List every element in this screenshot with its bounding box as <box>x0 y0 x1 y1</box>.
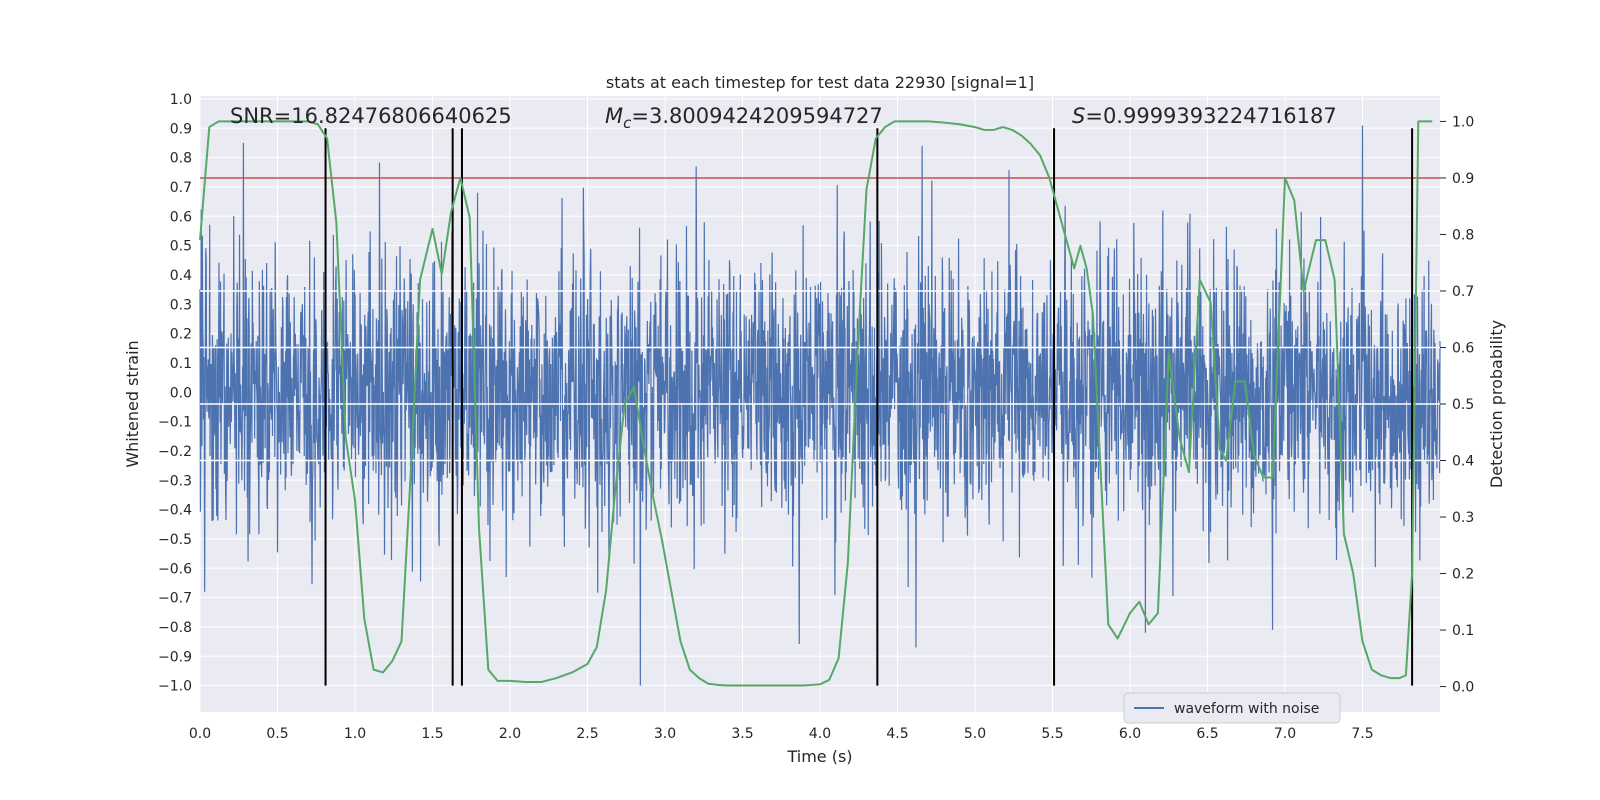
waveform-line <box>199 125 1441 686</box>
y2-tick-label-4: 0.6 <box>1452 340 1474 356</box>
x-tick-label-5: 2.5 <box>576 726 598 742</box>
y-tick-label-12: −0.2 <box>158 444 192 460</box>
probability-curve-0 <box>199 120 1433 687</box>
chirp-mass-symbol: M <box>605 104 623 128</box>
y2-tick-label-8: 0.2 <box>1452 567 1474 583</box>
y-tick-label-5: 0.5 <box>170 239 192 255</box>
y-tick-label-15: −0.5 <box>158 532 192 548</box>
x-tick-label-11: 5.5 <box>1041 726 1063 742</box>
y-tick-label-13: −0.3 <box>158 473 192 489</box>
x-tick-label-0: 0.0 <box>189 726 211 742</box>
x-tick-label-2: 1.0 <box>344 726 366 742</box>
legend-waveform-label: waveform with noise <box>1174 701 1319 717</box>
y-tick-label-11: −0.1 <box>158 415 192 431</box>
y2-tick-label-1: 0.9 <box>1452 171 1474 187</box>
x-tick-label-10: 5.0 <box>964 726 986 742</box>
chart-title: stats at each timestep for test data 229… <box>606 73 1034 92</box>
y-tick-label-16: −0.6 <box>158 561 192 577</box>
chirp-mass-annotation: Mc=3.8009424209594727 <box>605 104 883 132</box>
y-tick-label-17: −0.7 <box>158 591 192 607</box>
y-axis-label: Whitened strain <box>123 340 142 467</box>
x-tick-label-6: 3.0 <box>654 726 676 742</box>
y2-tick-label-7: 0.3 <box>1452 510 1474 526</box>
y-tick-label-3: 0.7 <box>170 180 192 196</box>
x-tick-label-3: 1.5 <box>421 726 443 742</box>
y-tick-label-0: 1.0 <box>170 92 192 108</box>
score-annotation: S=0.9999393224716187 <box>1072 104 1337 128</box>
x-tick-label-15: 7.5 <box>1351 726 1373 742</box>
y2-tick-label-2: 0.8 <box>1452 227 1474 243</box>
y-tick-label-6: 0.4 <box>170 268 192 284</box>
y-tick-label-8: 0.2 <box>170 327 192 343</box>
y-tick-label-19: −0.9 <box>158 649 192 665</box>
chirp-mass-subscript: c <box>623 114 632 132</box>
y-tick-label-1: 0.9 <box>170 121 192 137</box>
y2-tick-label-0: 1.0 <box>1452 114 1474 130</box>
axes-ticks: 0.0 0.5 1.0 1.5 2.0 2.5 3.0 3.5 4.0 4.5 5.0 5.5 6.0 6… <box>158 92 1474 742</box>
waveform-series <box>199 125 1441 686</box>
x-tick-label-8: 4.0 <box>809 726 831 742</box>
y-tick-label-9: 0.1 <box>170 356 192 372</box>
x-tick-label-4: 2.0 <box>499 726 521 742</box>
chirp-mass-value: =3.8009424209594727 <box>631 104 882 128</box>
y2-tick-label-10: 0.0 <box>1452 680 1474 696</box>
x-tick-label-13: 6.5 <box>1196 726 1218 742</box>
score-value: =0.9999393224716187 <box>1085 104 1336 128</box>
y-tick-label-2: 0.8 <box>170 151 192 167</box>
legend-box <box>1123 692 1341 724</box>
y2-tick-label-5: 0.5 <box>1452 397 1474 413</box>
score-symbol: S <box>1072 104 1085 128</box>
y2-tick-label-6: 0.4 <box>1452 454 1474 470</box>
y2-tick-label-3: 0.7 <box>1452 284 1474 300</box>
y-tick-label-7: 0.3 <box>170 297 192 313</box>
y2-tick-label-9: 0.1 <box>1452 623 1474 639</box>
overlay <box>199 120 1440 687</box>
y-tick-label-4: 0.6 <box>170 209 192 225</box>
legend: waveform with noise <box>1123 692 1341 724</box>
y-tick-label-20: −1.0 <box>158 679 192 695</box>
x-tick-label-7: 3.5 <box>731 726 753 742</box>
x-tick-label-9: 4.5 <box>886 726 908 742</box>
y-tick-label-18: −0.8 <box>158 620 192 636</box>
y-tick-label-14: −0.4 <box>158 503 192 519</box>
x-tick-label-12: 6.0 <box>1119 726 1141 742</box>
x-tick-label-1: 0.5 <box>266 726 288 742</box>
y2-axis-label: Detection probability <box>1487 320 1506 488</box>
x-tick-label-14: 7.0 <box>1274 726 1296 742</box>
y-tick-label-10: 0.0 <box>170 385 192 401</box>
x-axis-label: Time (s) <box>786 747 852 766</box>
snr-annotation: SNR=16.82476806640625 <box>230 104 512 128</box>
